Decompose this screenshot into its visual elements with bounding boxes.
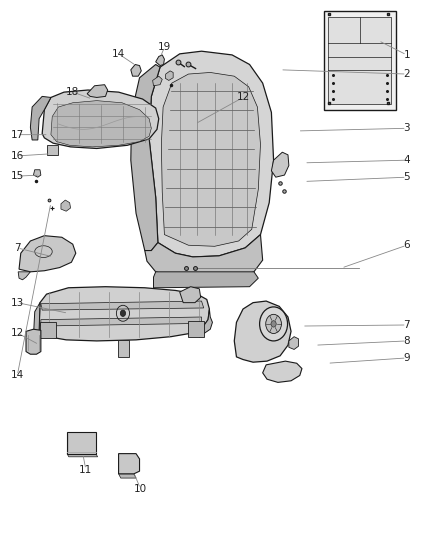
Text: 9: 9 (403, 353, 410, 363)
Polygon shape (61, 200, 71, 211)
Polygon shape (67, 454, 98, 457)
Text: 7: 7 (14, 243, 21, 253)
Polygon shape (19, 236, 76, 272)
Polygon shape (180, 287, 201, 303)
Polygon shape (324, 11, 396, 110)
Circle shape (120, 310, 126, 317)
Text: 13: 13 (11, 297, 24, 308)
Text: 10: 10 (134, 484, 147, 494)
Text: 18: 18 (66, 87, 79, 97)
Polygon shape (18, 272, 30, 280)
Text: 5: 5 (403, 172, 410, 182)
Text: 6: 6 (403, 240, 410, 250)
Polygon shape (51, 101, 151, 147)
Text: 8: 8 (403, 336, 410, 346)
Text: 1: 1 (403, 50, 410, 60)
Text: 16: 16 (11, 151, 24, 161)
Text: 14: 14 (11, 370, 24, 381)
Polygon shape (87, 85, 108, 98)
Text: 4: 4 (403, 155, 410, 165)
Polygon shape (289, 337, 298, 350)
Polygon shape (202, 309, 212, 335)
Text: 3: 3 (403, 123, 410, 133)
Text: 15: 15 (11, 171, 24, 181)
Polygon shape (119, 474, 136, 478)
Polygon shape (39, 287, 209, 341)
Circle shape (260, 307, 288, 341)
Text: 12: 12 (237, 92, 250, 102)
Polygon shape (26, 329, 41, 354)
Polygon shape (188, 321, 204, 337)
Polygon shape (40, 322, 56, 338)
Text: 11: 11 (79, 465, 92, 474)
Text: 7: 7 (403, 320, 410, 330)
Polygon shape (152, 76, 162, 86)
Polygon shape (46, 146, 58, 155)
Polygon shape (33, 303, 40, 337)
Polygon shape (165, 71, 173, 80)
Polygon shape (145, 235, 263, 280)
Text: 17: 17 (11, 130, 24, 140)
Polygon shape (155, 55, 164, 66)
Polygon shape (41, 301, 204, 310)
Polygon shape (119, 454, 140, 474)
Text: 14: 14 (112, 49, 125, 59)
Circle shape (271, 321, 276, 327)
Text: 19: 19 (158, 43, 171, 52)
Polygon shape (118, 340, 130, 357)
Text: 12: 12 (11, 328, 24, 338)
Polygon shape (161, 72, 261, 246)
Polygon shape (328, 17, 392, 104)
Polygon shape (41, 317, 201, 326)
Circle shape (266, 314, 282, 334)
Polygon shape (42, 90, 159, 149)
Polygon shape (33, 169, 41, 177)
Polygon shape (67, 432, 96, 454)
Polygon shape (272, 152, 289, 177)
Polygon shape (149, 51, 274, 257)
Polygon shape (30, 96, 51, 140)
Text: 2: 2 (403, 69, 410, 79)
Polygon shape (153, 272, 258, 288)
Polygon shape (234, 301, 291, 362)
Polygon shape (131, 64, 141, 76)
Polygon shape (131, 64, 160, 251)
Polygon shape (263, 361, 302, 382)
